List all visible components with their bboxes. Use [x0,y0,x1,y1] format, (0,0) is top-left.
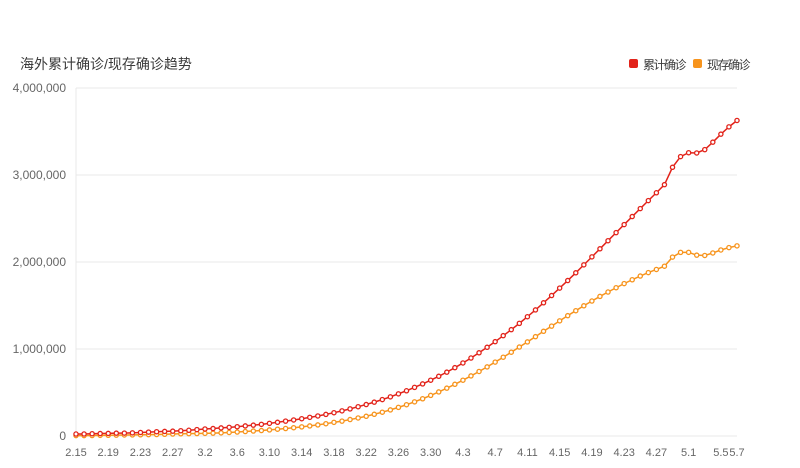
svg-text:2.23: 2.23 [130,447,151,459]
svg-text:1,000,000: 1,000,000 [13,342,67,356]
svg-text:4.19: 4.19 [581,447,602,459]
svg-text:2.15: 2.15 [65,447,86,459]
svg-text:4.11: 4.11 [517,447,538,459]
svg-text:2.27: 2.27 [162,447,183,459]
svg-text:4.7: 4.7 [488,447,503,459]
svg-text:3.18: 3.18 [323,447,344,459]
svg-text:3.2: 3.2 [197,447,212,459]
svg-text:2,000,000: 2,000,000 [13,255,67,269]
svg-text:4.3: 4.3 [455,447,470,459]
svg-text:3.30: 3.30 [420,447,441,459]
svg-text:5.1: 5.1 [681,447,696,459]
svg-text:5.5: 5.5 [713,447,728,459]
svg-text:3.14: 3.14 [291,447,312,459]
svg-text:4.27: 4.27 [646,447,667,459]
svg-text:4.23: 4.23 [613,447,634,459]
svg-text:3,000,000: 3,000,000 [13,168,67,182]
svg-text:5.7: 5.7 [729,447,744,459]
svg-text:3.6: 3.6 [230,447,245,459]
svg-text:4.15: 4.15 [549,447,570,459]
svg-text:3.26: 3.26 [388,447,409,459]
svg-text:4,000,000: 4,000,000 [13,81,67,95]
svg-text:2.19: 2.19 [98,447,119,459]
svg-text:0: 0 [59,429,66,443]
svg-text:3.22: 3.22 [355,447,376,459]
svg-text:3.10: 3.10 [259,447,280,459]
